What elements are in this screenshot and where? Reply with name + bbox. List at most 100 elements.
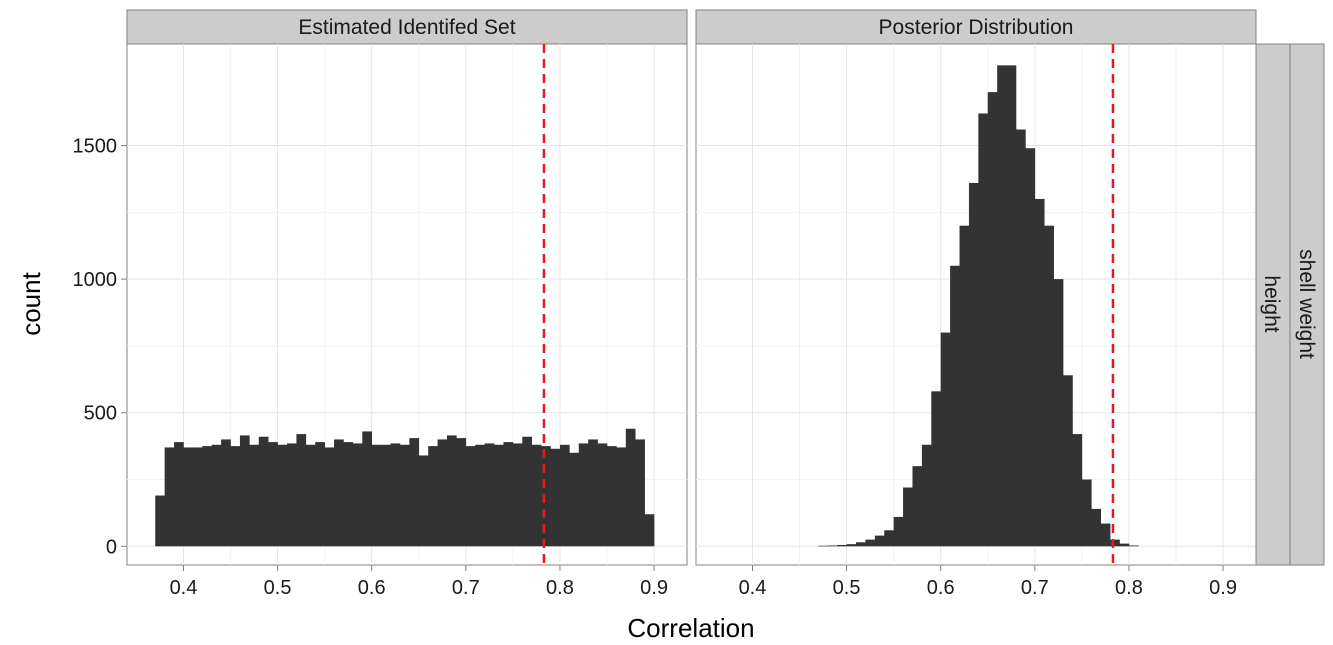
histogram-bar: [1044, 225, 1054, 547]
histogram-bar: [447, 435, 457, 547]
histogram-bar: [1110, 539, 1120, 547]
histogram-bar: [202, 446, 213, 547]
histogram-bar: [512, 443, 523, 547]
histogram-bar: [837, 544, 847, 547]
x-axis-panel-1: 0.4 0.5 0.6 0.7 0.8 0.9: [170, 565, 668, 599]
histogram-bar: [978, 113, 989, 547]
x-tick-label: 0.8: [1115, 577, 1143, 599]
x-tick-label: 0.9: [1209, 577, 1237, 599]
x-axis-panel-2: 0.4 0.5 0.6 0.7 0.8 0.9: [739, 565, 1237, 599]
histogram-bar: [1006, 65, 1017, 547]
histogram-bar: [874, 535, 885, 547]
histogram-bar: [625, 428, 636, 547]
histogram-bar: [578, 443, 589, 547]
histogram-bar: [277, 444, 288, 547]
y-axis-title: count: [16, 271, 46, 335]
histogram-bar: [1100, 523, 1111, 547]
strip-label-panel-2: Posterior Distribution: [879, 16, 1074, 39]
histogram-bar: [239, 435, 250, 547]
histogram-bar: [950, 265, 960, 547]
histogram-bar: [607, 446, 617, 547]
x-tick-label: 0.5: [264, 577, 292, 599]
histogram-bar: [1072, 434, 1083, 547]
histogram-bar: [827, 545, 838, 547]
histogram-bar: [381, 444, 391, 547]
x-tick-label: 0.4: [739, 577, 767, 599]
histogram-bar: [437, 439, 448, 547]
histogram-bar: [541, 446, 551, 547]
histogram-bar: [1119, 543, 1130, 547]
row-strip-background-shell-weight: [1289, 43, 1325, 566]
histogram-bar: [287, 443, 297, 547]
histogram-bar: [352, 443, 363, 547]
histogram-bar: [211, 444, 222, 547]
x-tick-label: 0.4: [170, 577, 198, 599]
histogram-bar: [1091, 508, 1102, 547]
x-tick-label: 0.6: [358, 577, 386, 599]
x-tick-label: 0.5: [833, 577, 861, 599]
histogram-bar: [465, 446, 476, 547]
histogram-bar: [987, 92, 998, 547]
x-tick-label: 0.7: [452, 577, 480, 599]
x-tick-label: 0.7: [1021, 577, 1049, 599]
histogram-bar: [343, 442, 354, 547]
histogram-bar: [635, 439, 645, 547]
histogram-bar: [559, 444, 570, 547]
histogram-bar: [164, 447, 175, 547]
panel-posterior-distribution: Posterior Distribution: [695, 9, 1257, 566]
histogram-bar: [959, 225, 970, 547]
bars-panel-1: [155, 428, 655, 547]
histogram-bar: [1128, 545, 1139, 547]
y-tick-label: 1000: [73, 269, 118, 291]
histogram-bar: [390, 443, 401, 547]
row-strips: height shell weight: [1255, 43, 1325, 566]
x-axis-title: Correlation: [627, 613, 754, 643]
row-strip-label-shell-weight: shell weight: [1295, 249, 1318, 359]
histogram-bar: [865, 539, 876, 547]
histogram-bar: [249, 444, 260, 547]
histogram-bar: [903, 487, 913, 547]
histogram-bar: [305, 444, 316, 547]
histogram-bar: [940, 332, 951, 547]
histogram-bar: [644, 514, 655, 547]
histogram-bar: [362, 431, 373, 547]
histogram-bar: [531, 444, 542, 547]
row-strip-background-height: [1255, 43, 1291, 566]
histogram-bar: [931, 391, 942, 547]
strip-background-panel-2: [695, 9, 1257, 45]
histogram-bar: [456, 438, 467, 547]
y-tick-label: 1500: [73, 136, 118, 158]
histogram-bar: [428, 446, 438, 547]
histogram-bar: [334, 439, 344, 547]
histogram-bar: [1016, 129, 1026, 547]
histogram-bar: [1081, 479, 1092, 547]
histogram-bar: [418, 455, 429, 547]
x-tick-label: 0.8: [546, 577, 574, 599]
bars-panel-2: [818, 65, 1139, 547]
histogram-bar: [221, 439, 231, 547]
histogram-bar: [192, 447, 203, 547]
histogram-bar: [997, 65, 1007, 547]
histogram-bar: [174, 442, 184, 547]
histogram-bar: [268, 442, 278, 547]
histogram-bar: [968, 182, 979, 547]
histogram-bar: [846, 544, 857, 547]
histogram-bar: [588, 439, 598, 547]
x-tick-label: 0.9: [640, 577, 668, 599]
histogram-bar: [893, 516, 904, 547]
histogram-bar: [484, 443, 495, 547]
histogram-bar: [258, 436, 269, 547]
histogram-bar: [371, 444, 382, 547]
y-tick-label: 0: [106, 536, 117, 558]
histogram-bar: [503, 442, 514, 547]
histogram-bar: [155, 495, 165, 547]
row-strip-label-height: height: [1260, 275, 1283, 332]
histogram-bar: [569, 452, 580, 547]
histogram-bar: [399, 444, 410, 547]
histogram-bar: [324, 447, 335, 547]
histogram-bar: [1025, 148, 1036, 547]
histogram-bar: [616, 447, 627, 547]
histogram-bar: [522, 436, 533, 547]
histogram-bar: [597, 443, 608, 547]
